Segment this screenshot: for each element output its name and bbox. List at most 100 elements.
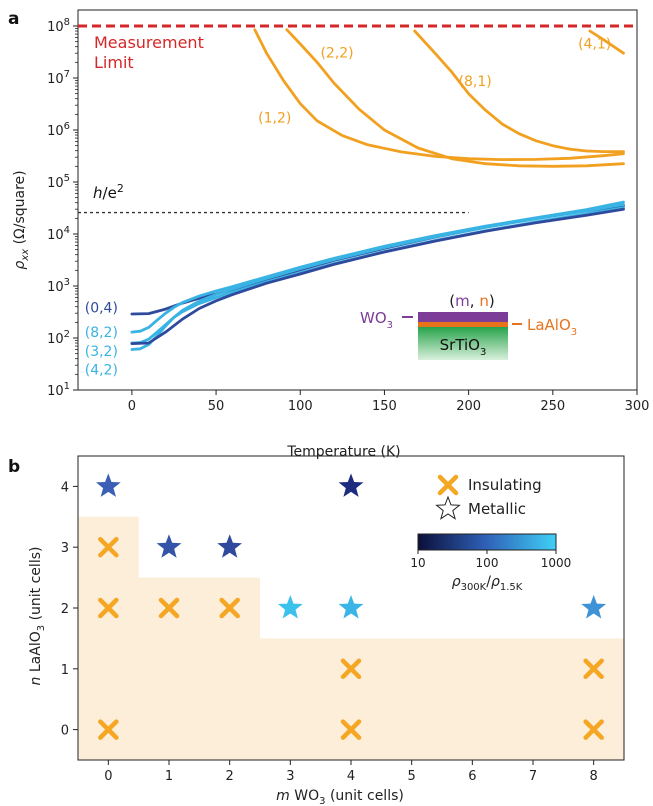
series-label: (3,2) [85,344,118,360]
inset-paren-close: ) [489,292,495,310]
metallic-marker [338,595,364,619]
b-y-var: n [28,677,44,686]
colorbar-label: ρ300K/ρ1.5K [452,574,523,593]
wo3-sub: 3 [387,320,393,331]
laalo3-label: LaAlO3 [527,316,577,338]
b-y-tick-label: 3 [61,541,69,556]
a-y-tick-label: 103 [47,277,70,295]
a-y-tick-label: 107 [47,69,70,87]
x-label-unit: (K) [381,444,401,460]
b-y-sub: 3 [36,625,47,631]
wo3-layer [418,312,508,322]
colorbar-tick-label: 10 [410,556,425,570]
inset-n: n [479,292,489,310]
legend-metallic-label: Metallic [468,500,526,518]
legend-metallic-marker [435,495,461,520]
insulating-marker [340,719,362,740]
panel-b-y-axis-label: n LaAlO3 (unit cells) [28,547,47,686]
panel-b-y-ticks: 0 1 2 3 4 [61,480,78,739]
insulating-region [78,516,624,760]
cb-rho-1: ρ [452,574,461,590]
legend-x-shape [437,474,459,496]
legend-star-shape [435,495,461,520]
a-x-tick-label: 150 [372,399,397,414]
colorbar-gradient [417,533,557,551]
b-x-tick-label: 5 [408,769,416,784]
b-y-tick-label: 1 [61,663,69,678]
legend-insulating-marker [437,474,459,496]
panel-a-y-axis-label: ρxx (Ω/square) [12,170,31,269]
h-symbol: h [93,184,103,202]
a-x-tick-label: 200 [456,399,481,414]
insulating-marker [340,658,362,680]
srtio3-substrate [418,327,508,360]
panel-b-x-axis-label: m WO3 (unit cells) [276,788,404,806]
b-x-var: m [276,788,290,804]
sto-sub: 3 [480,347,486,358]
panel-b-letter: b [8,457,20,477]
panel-a: a 0 50 100 150 200 250 300 1011021031041051061… [8,9,649,460]
series-line-2 [413,29,625,153]
insulating-marker [583,719,604,740]
e-exponent: 2 [117,182,124,195]
a-y-tick-label: 106 [47,121,70,139]
legend-insulating-label: Insulating [468,476,542,494]
e-symbol: /e [103,184,117,202]
heterostructure-inset: (m, n) WO3 LaAlO3 SrTiO3 [360,292,577,360]
metallic-marker [581,595,606,619]
quantum-resistance-label: h/e2 [93,182,124,202]
b-y-tick-label: 2 [61,602,69,617]
series-label: (8,1) [459,74,492,90]
wo3-label: WO3 [360,309,393,331]
insulating-marker [219,597,240,619]
lao-text: LaAlO [527,316,571,334]
metallic-marker [217,534,242,558]
cb-rho-2: ρ [491,574,500,590]
inset-title: (m, n) [449,292,494,310]
panel-a-x-axis-label: Temperature (K) [286,444,400,460]
y-label-sub: xx [20,249,31,262]
a-y-tick-label: 104 [47,225,70,243]
panel-b-x-ticks: 0 1 2 3 4 5 6 7 8 [104,760,598,784]
a-y-tick-label: 101 [47,381,70,399]
b-x-tick-label: 2 [226,769,234,784]
series-label: (0,4) [85,300,118,316]
cb-sub-2: 1.5K [500,582,523,593]
lao-sub: 3 [571,327,577,338]
colorbar-tick-label: 100 [476,556,499,570]
a-y-tick-label: 108 [47,17,70,35]
a-x-tick-label: 100 [288,399,313,414]
metallic-marker [278,595,303,619]
panel-a-y-ticks: 101 102 103 104 105 106 107 108 [47,17,78,399]
series-line-0 [253,28,625,161]
metallic-marker [338,473,364,497]
b-x-tick-label: 1 [165,769,173,784]
b-y-tick-label: 4 [61,480,69,495]
cb-sub-1: 300K [461,582,487,593]
a-y-tick-label: 105 [47,173,70,191]
metallic-marker [156,534,182,558]
insulating-marker [583,658,604,680]
insulating-region-fill [78,516,624,760]
measurement-limit-label-2: Limit [94,53,134,72]
a-x-tick-label: 0 [128,399,136,414]
panel-a-x-ticks: 0 50 100 150 200 250 300 [128,390,649,414]
y-label-rho: ρ [12,261,28,270]
series-line-7 [130,200,625,334]
metallic-marker [96,473,121,497]
b-x-tick-label: 7 [529,769,537,784]
b-x-tick-label: 0 [104,769,112,784]
colorbar-ticks: 10 100 1000 [410,550,571,570]
panel-a-plot-frame [77,9,638,391]
insulating-marker [98,536,119,558]
wo3-text: WO [360,309,387,327]
series-label: (2,2) [320,45,353,61]
panel-b-legend: Insulating Metallic [435,474,542,520]
measurement-limit-label-1: Measurement [94,33,204,52]
panel-a-series-labels: (1,2)(2,2)(8,1)(4,1)(0,4)(8,2)(3,2)(4,2) [85,36,612,378]
b-x-tick-label: 8 [590,769,598,784]
insulating-marker [98,719,119,740]
insulating-marker [158,597,180,619]
x-label-text: Temperature [286,444,376,460]
